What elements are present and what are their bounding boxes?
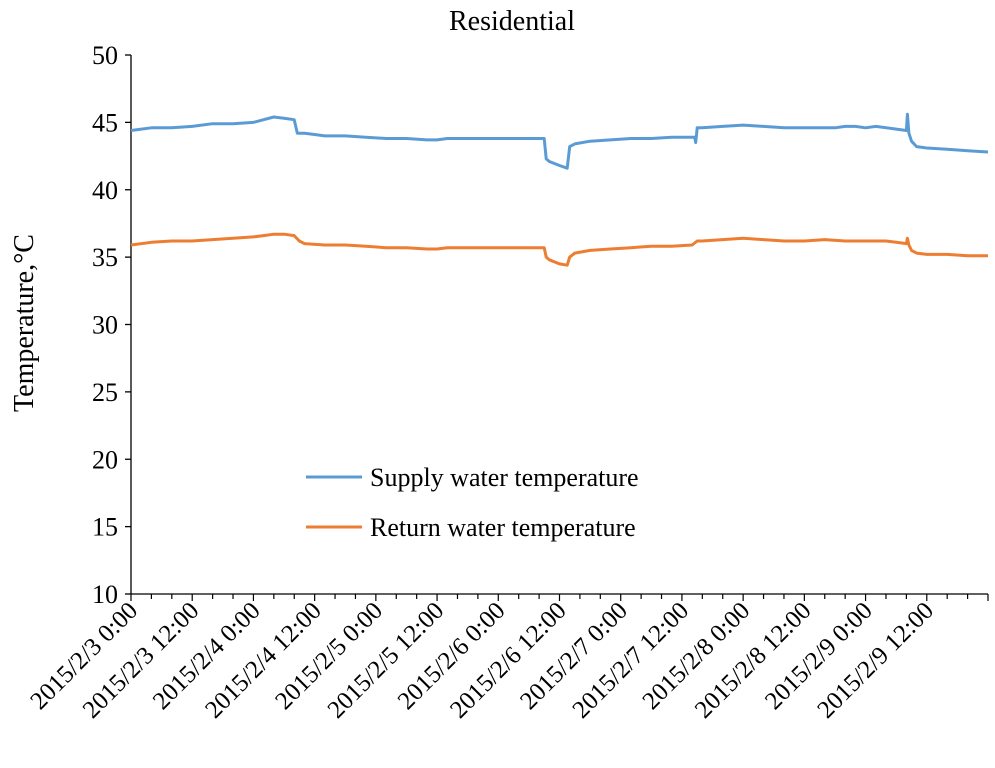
legend: Supply water temperature Return water tem… (306, 463, 639, 542)
y-tick-label: 20 (92, 445, 118, 474)
y-tick-label: 50 (92, 41, 118, 70)
legend-label: Supply water temperature (370, 463, 639, 492)
y-tick-label: 35 (92, 243, 118, 272)
series-layer (130, 112, 989, 267)
legend-label: Return water temperature (370, 513, 636, 542)
y-tick-label: 25 (92, 378, 118, 407)
y-tick-label: 15 (92, 513, 118, 542)
y-axis-label: Temperature,°C (9, 234, 40, 412)
y-tick-label: 45 (92, 108, 118, 137)
y-tick-label: 30 (92, 311, 118, 340)
y-tick-label: 40 (92, 176, 118, 205)
chart-title: Residential (449, 6, 575, 37)
series-line-return (130, 232, 988, 267)
y-tick-label: 10 (92, 580, 118, 609)
series-line-supply (130, 112, 989, 170)
